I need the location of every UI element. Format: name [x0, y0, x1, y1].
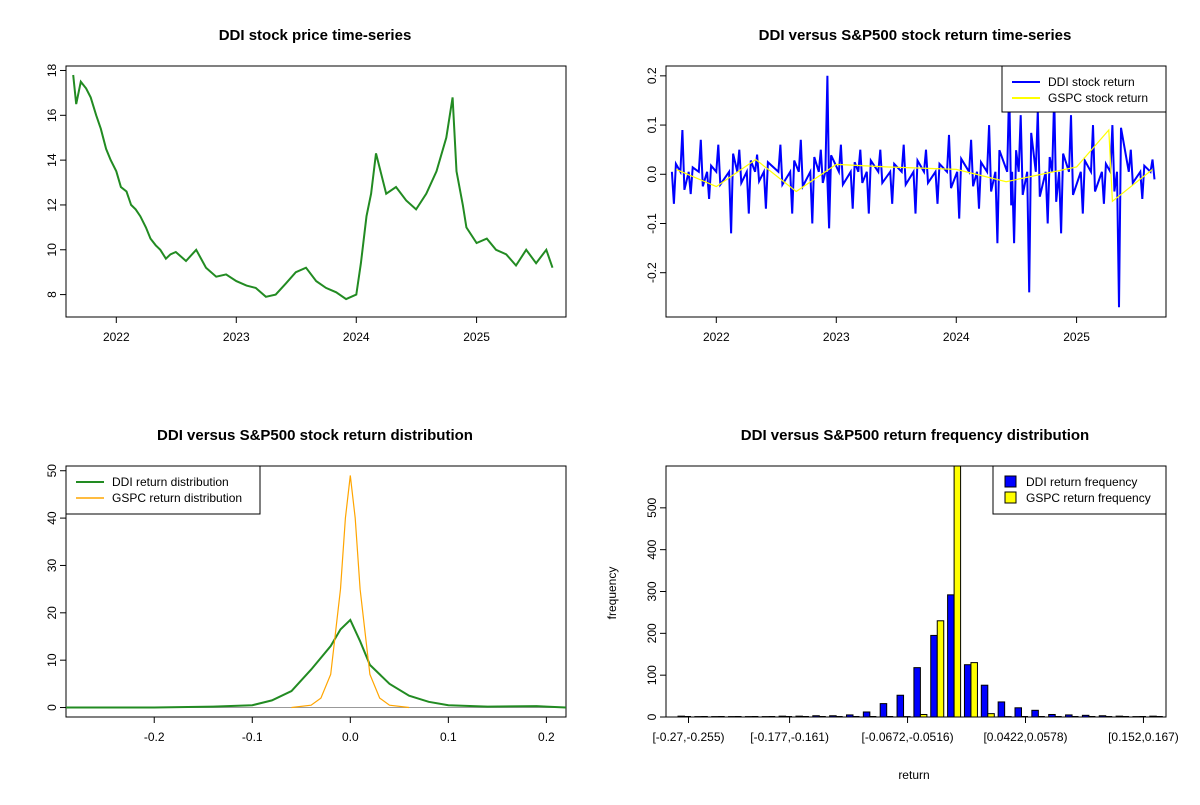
y-tick-label: 10 — [45, 653, 59, 667]
y-tick-label: 100 — [645, 665, 659, 685]
y-tick-label: 0.2 — [645, 67, 659, 84]
x-axis-label: return — [898, 768, 929, 782]
legend: DDI return distribution GSPC return dist… — [66, 466, 260, 514]
legend-label: GSPC return distribution — [112, 491, 242, 505]
y-tick-label: 50 — [45, 464, 59, 478]
y-tick-label: 20 — [45, 606, 59, 620]
ddi-bar — [796, 716, 803, 717]
legend-swatch — [1005, 476, 1016, 487]
ddi-bar — [998, 702, 1005, 717]
x-tick-label: 0.1 — [440, 730, 457, 744]
gspc-bar — [988, 714, 995, 717]
legend-swatch — [1005, 492, 1016, 503]
gspc-bar — [954, 466, 961, 717]
y-tick-label: 18 — [45, 63, 59, 77]
x-tick-label: 2025 — [1063, 330, 1090, 344]
ddi-bar — [678, 716, 685, 717]
y-tick-label: 30 — [45, 558, 59, 572]
legend-label: DDI return distribution — [112, 475, 229, 489]
chart-title: DDI versus S&P500 return frequency distr… — [741, 427, 1089, 444]
legend-label: GSPC stock return — [1048, 91, 1148, 105]
chart-title: DDI stock price time-series — [219, 27, 412, 44]
x-tick-label: 0.0 — [342, 730, 359, 744]
chart-title: DDI versus S&P500 stock return time-seri… — [759, 27, 1072, 44]
ddi-bar — [964, 665, 971, 717]
histogram-chart: DDI versus S&P500 return frequency distr… — [605, 427, 1179, 782]
ddi-bar — [880, 704, 887, 717]
ddi-density-line — [66, 620, 566, 708]
y-tick-label: 8 — [45, 291, 59, 298]
x-tick-label: 0.2 — [538, 730, 555, 744]
ddi-bar — [1082, 715, 1089, 717]
y-tick-label: 10 — [45, 243, 59, 257]
legend-box — [1002, 66, 1166, 112]
x-tick-label: [-0.0672,-0.0516) — [862, 730, 954, 744]
y-tick-label: 14 — [45, 153, 59, 167]
ddi-bar — [779, 716, 786, 717]
ddi-bar — [830, 716, 837, 717]
x-tick-label: 2022 — [703, 330, 730, 344]
ddi-bar — [1099, 716, 1106, 717]
legend-label: DDI stock return — [1048, 75, 1135, 89]
x-tick-label: 2023 — [823, 330, 850, 344]
y-tick-label: -0.1 — [645, 213, 659, 234]
density-chart: DDI versus S&P500 stock return distribut… — [45, 427, 566, 744]
x-tick-label: 2024 — [943, 330, 970, 344]
ddi-bar — [914, 668, 921, 717]
return-chart: DDI versus S&P500 stock return time-seri… — [645, 27, 1166, 344]
ddi-bar — [1150, 716, 1157, 717]
legend-label: DDI return frequency — [1026, 475, 1137, 489]
y-tick-label: 0 — [645, 713, 659, 720]
legend: DDI return frequency GSPC return frequen… — [993, 466, 1166, 514]
y-tick-label: 16 — [45, 108, 59, 122]
price-chart: DDI stock price time-series 8 10 12 14 16 18 2… — [45, 27, 566, 344]
x-tick-label: -0.2 — [144, 730, 165, 744]
ddi-bar — [1116, 716, 1123, 717]
legend-box — [66, 466, 260, 514]
y-tick-label: 0 — [45, 704, 59, 711]
ddi-bar — [897, 695, 904, 717]
ddi-bar — [1015, 708, 1022, 717]
y-tick-label: 40 — [45, 511, 59, 525]
chart-title: DDI versus S&P500 stock return distribut… — [157, 427, 473, 444]
ddi-bar — [981, 685, 988, 717]
ddi-bar — [1066, 715, 1073, 717]
x-tick-label: 2023 — [223, 330, 250, 344]
y-tick-label: 200 — [645, 623, 659, 643]
x-tick-label: 2025 — [463, 330, 490, 344]
gspc-bar — [937, 621, 944, 717]
ddi-bar — [1032, 710, 1039, 717]
ddi-bar — [1049, 714, 1056, 717]
x-tick-label: 2024 — [343, 330, 370, 344]
ddi-bar — [813, 716, 820, 717]
x-tick-label: [-0.27,-0.255) — [652, 730, 724, 744]
gspc-bar — [920, 714, 927, 717]
y-tick-label: 0.0 — [645, 166, 659, 183]
ddi-bar — [863, 712, 870, 717]
ddi-bar — [931, 635, 938, 717]
legend: DDI stock return GSPC stock return — [1002, 66, 1166, 112]
y-tick-label: 500 — [645, 498, 659, 518]
legend-label: GSPC return frequency — [1026, 491, 1151, 505]
legend-box — [993, 466, 1166, 514]
ddi-bar — [948, 595, 955, 717]
x-tick-label: [0.152,0.167) — [1108, 730, 1179, 744]
ddi-bar — [847, 715, 854, 717]
y-tick-label: 400 — [645, 539, 659, 559]
gspc-bar — [971, 663, 978, 717]
y-tick-label: 300 — [645, 581, 659, 601]
x-tick-label: -0.1 — [242, 730, 263, 744]
y-axis-label: frequency — [605, 567, 619, 620]
x-tick-label: 2022 — [103, 330, 130, 344]
x-tick-label: [0.0422,0.0578) — [983, 730, 1067, 744]
y-tick-label: -0.2 — [645, 262, 659, 283]
price-line — [73, 75, 552, 299]
y-tick-label: 12 — [45, 198, 59, 212]
y-tick-label: 0.1 — [645, 116, 659, 133]
x-tick-label: [-0.177,-0.161) — [750, 730, 829, 744]
